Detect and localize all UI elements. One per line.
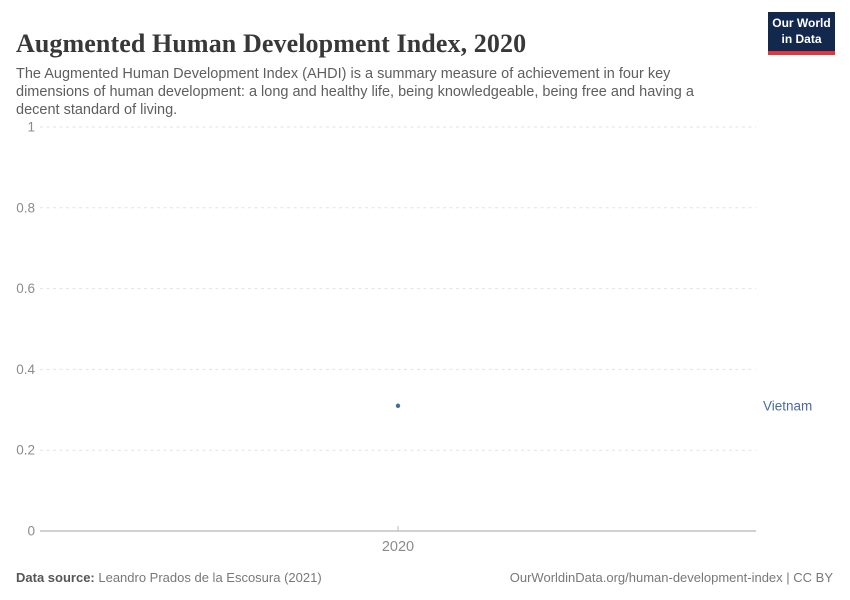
data-source: Data source: Leandro Prados de la Escosu… [16,570,322,585]
owid-logo-text: Our World in Data [772,15,831,46]
y-axis-tick-label: 0.8 [16,200,35,215]
data-source-text: Leandro Prados de la Escosura (2021) [94,570,322,585]
y-axis-tick-label: 1 [27,120,35,135]
y-axis-tick-label: 0.4 [16,362,35,377]
data-source-label: Data source: [16,570,95,585]
chart-title: Augmented Human Development Index, 2020 [16,29,527,59]
chart-subtitle: The Augmented Human Development Index (A… [16,65,694,118]
owid-logo: Our World in Data [768,12,835,55]
license-link[interactable]: OurWorldinData.org/human-development-ind… [509,570,833,585]
x-axis-tick-label: 2020 [382,539,414,555]
entity-label[interactable]: Vietnam [763,398,812,413]
y-axis-tick-label: 0 [27,524,35,539]
data-point[interactable] [395,403,401,408]
y-axis-tick-label: 0.2 [16,443,35,458]
y-axis-tick-label: 0.6 [16,281,35,296]
chart-footer: Data source: Leandro Prados de la Escosu… [16,570,833,585]
